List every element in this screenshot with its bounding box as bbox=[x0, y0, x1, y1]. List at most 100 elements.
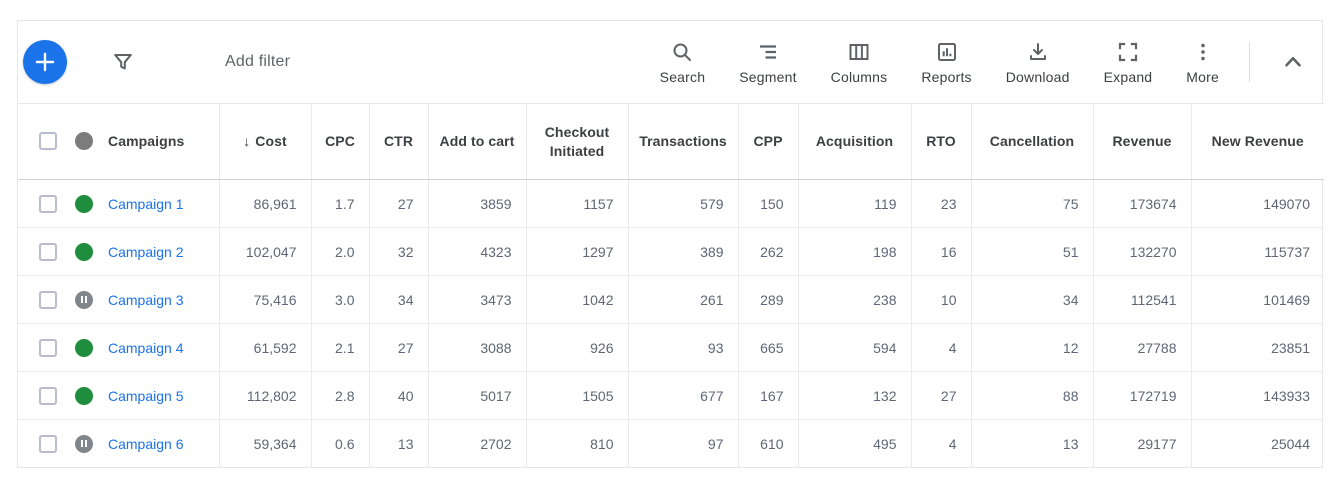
search-label: Search bbox=[659, 68, 706, 85]
add-campaign-button[interactable] bbox=[23, 40, 67, 84]
rto-header[interactable]: RTO bbox=[910, 103, 971, 180]
enabled-status-icon[interactable] bbox=[75, 338, 93, 357]
campaigns-header-label: Campaigns bbox=[108, 133, 185, 150]
campaign-link[interactable]: Campaign 5 bbox=[108, 387, 184, 404]
acquisition-cell: 198 bbox=[797, 227, 911, 276]
new-revenue-header[interactable]: New Revenue bbox=[1190, 103, 1324, 180]
revenue-cell: 172719 bbox=[1092, 371, 1191, 420]
transactions-cell: 261 bbox=[627, 275, 738, 324]
expand-button[interactable]: Expand bbox=[1104, 40, 1153, 85]
cpc-header[interactable]: CPC bbox=[310, 103, 369, 180]
collapse-table-button[interactable] bbox=[1276, 46, 1310, 78]
revenue-header[interactable]: Revenue bbox=[1092, 103, 1191, 180]
ctr-header[interactable]: CTR bbox=[368, 103, 428, 180]
enabled-status-icon[interactable] bbox=[75, 386, 93, 405]
cost-header[interactable]: ↓ Cost bbox=[218, 103, 311, 180]
rto-cell: 27 bbox=[910, 371, 971, 420]
revenue-cell: 27788 bbox=[1092, 323, 1191, 372]
new-revenue-cell: 143933 bbox=[1190, 371, 1324, 420]
download-button[interactable]: Download bbox=[1006, 40, 1070, 85]
acquisition-cell: 119 bbox=[797, 179, 911, 228]
enabled-status-icon[interactable] bbox=[75, 242, 93, 261]
cost-cell: 86,961 bbox=[218, 179, 311, 228]
add-to-cart-cell: 4323 bbox=[427, 227, 526, 276]
add-to-cart-header[interactable]: Add to cart bbox=[427, 103, 526, 180]
row-checkbox[interactable] bbox=[39, 290, 57, 309]
cancellation-cell: 12 bbox=[970, 323, 1093, 372]
cost-header-label: Cost bbox=[255, 133, 287, 150]
row-checkbox[interactable] bbox=[39, 338, 57, 357]
cost-cell: 59,364 bbox=[218, 419, 311, 467]
campaign-link[interactable]: Campaign 2 bbox=[108, 243, 184, 260]
paused-status-icon[interactable] bbox=[75, 434, 93, 453]
ctr-cell: 27 bbox=[368, 323, 428, 372]
campaign-link[interactable]: Campaign 6 bbox=[108, 435, 184, 452]
rto-cell: 16 bbox=[910, 227, 971, 276]
toolbar-divider bbox=[1249, 42, 1250, 82]
row-checkbox[interactable] bbox=[39, 386, 57, 405]
transactions-cell: 93 bbox=[627, 323, 738, 372]
checkout-initiated-header[interactable]: Checkout Initiated bbox=[525, 103, 628, 180]
ctr-cell: 40 bbox=[368, 371, 428, 420]
row-checkbox[interactable] bbox=[39, 242, 57, 261]
transactions-cell: 97 bbox=[627, 419, 738, 467]
reports-label: Reports bbox=[921, 68, 972, 85]
more-label: More bbox=[1186, 68, 1219, 85]
cpp-cell: 150 bbox=[737, 179, 798, 228]
cpp-cell: 289 bbox=[737, 275, 798, 324]
transactions-header[interactable]: Transactions bbox=[627, 103, 738, 180]
add-filter-button[interactable]: Add filter bbox=[225, 53, 291, 70]
reports-button[interactable]: Reports bbox=[921, 40, 972, 85]
campaign-link[interactable]: Campaign 1 bbox=[108, 195, 184, 212]
new-revenue-cell: 25044 bbox=[1190, 419, 1324, 467]
search-button[interactable]: Search bbox=[660, 40, 706, 85]
segment-label: Segment bbox=[739, 68, 797, 85]
checkout-initiated-cell: 1505 bbox=[525, 371, 628, 420]
cpc-cell: 1.7 bbox=[310, 179, 369, 228]
cpp-cell: 167 bbox=[737, 371, 798, 420]
checkout-initiated-cell: 1297 bbox=[525, 227, 628, 276]
add-to-cart-cell: 3088 bbox=[427, 323, 526, 372]
filter-funnel-icon[interactable] bbox=[111, 50, 135, 74]
paused-status-icon[interactable] bbox=[75, 290, 93, 309]
cancellation-cell: 51 bbox=[970, 227, 1093, 276]
campaigns-header[interactable]: Campaigns bbox=[18, 103, 219, 180]
expand-label: Expand bbox=[1103, 68, 1153, 85]
cpp-header[interactable]: CPP bbox=[737, 103, 798, 180]
campaign-link[interactable]: Campaign 3 bbox=[108, 291, 184, 308]
select-all-checkbox[interactable] bbox=[39, 132, 57, 151]
plus-icon bbox=[32, 50, 58, 74]
new-revenue-cell: 149070 bbox=[1190, 179, 1324, 228]
segment-icon bbox=[756, 40, 780, 64]
segment-button[interactable]: Segment bbox=[739, 40, 796, 85]
new-revenue-cell: 101469 bbox=[1190, 275, 1324, 324]
acquisition-cell: 594 bbox=[797, 323, 911, 372]
cpp-cell: 262 bbox=[737, 227, 798, 276]
table-row: Campaign 5 112,802 2.8 40 5017 1505 677 … bbox=[18, 371, 1324, 420]
enabled-status-icon[interactable] bbox=[75, 194, 93, 213]
status-column-icon bbox=[75, 132, 93, 151]
new-revenue-cell: 115737 bbox=[1190, 227, 1324, 276]
rto-cell: 4 bbox=[910, 323, 971, 372]
toolbar-actions: Search Segment Columns Reports bbox=[660, 40, 1219, 85]
cancellation-header[interactable]: Cancellation bbox=[970, 103, 1093, 180]
acquisition-header[interactable]: Acquisition bbox=[797, 103, 911, 180]
campaign-link[interactable]: Campaign 4 bbox=[108, 339, 184, 356]
checkout-initiated-cell: 1042 bbox=[525, 275, 628, 324]
row-checkbox[interactable] bbox=[39, 434, 57, 453]
campaign-cell: Campaign 6 bbox=[18, 420, 219, 468]
table-row: Campaign 4 61,592 2.1 27 3088 926 93 665… bbox=[18, 323, 1324, 372]
row-checkbox[interactable] bbox=[39, 194, 57, 213]
cpc-cell: 2.8 bbox=[310, 371, 369, 420]
table-row: Campaign 6 59,364 0.6 13 2702 810 97 610… bbox=[18, 419, 1324, 468]
transactions-cell: 579 bbox=[627, 179, 738, 228]
sort-desc-icon: ↓ bbox=[243, 133, 251, 150]
acquisition-cell: 238 bbox=[797, 275, 911, 324]
cpc-cell: 3.0 bbox=[310, 275, 369, 324]
add-to-cart-cell: 2702 bbox=[427, 419, 526, 467]
add-to-cart-cell: 5017 bbox=[427, 371, 526, 420]
columns-button[interactable]: Columns bbox=[831, 40, 888, 85]
add-to-cart-cell: 3473 bbox=[427, 275, 526, 324]
campaign-cell: Campaign 5 bbox=[18, 371, 219, 420]
more-button[interactable]: More bbox=[1186, 40, 1219, 85]
